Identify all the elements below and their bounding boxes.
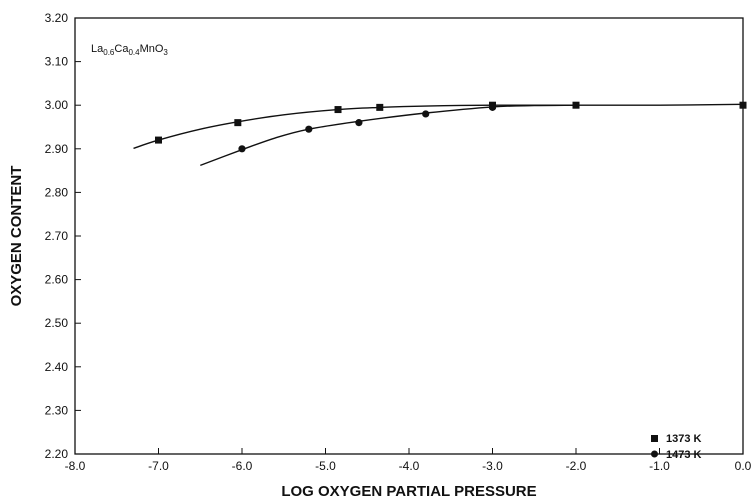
data-point-square <box>334 106 342 114</box>
legend-label-1473k: 1473 K <box>666 449 702 461</box>
x-tick-label: -8.0 <box>65 459 86 473</box>
data-point-circle <box>422 110 430 118</box>
y-tick-label: 2.70 <box>45 229 69 243</box>
series-line-0 <box>133 103 744 150</box>
y-tick-label: 3.10 <box>45 55 69 69</box>
data-point-square <box>739 101 747 109</box>
series-line-1 <box>200 104 577 167</box>
compound-annotation: La0.6Ca0.4MnO3 <box>91 43 168 57</box>
y-tick-label: 2.40 <box>45 360 69 374</box>
y-tick-label: 3.20 <box>45 11 69 25</box>
x-tick-label: -7.0 <box>148 459 169 473</box>
data-point-square <box>376 103 384 111</box>
data-point-square <box>234 119 242 127</box>
data-point-square <box>155 136 162 144</box>
x-axis-title: LOG OXYGEN PARTIAL PRESSURE <box>281 483 536 500</box>
legend: 1373 K 1473 K <box>651 433 702 461</box>
y-tick-label: 2.20 <box>45 447 69 461</box>
data-point-circle <box>488 103 497 111</box>
legend-label-1373k: 1373 K <box>666 433 702 445</box>
x-tick-label: 0.0 <box>735 459 752 473</box>
x-tick-label: -1.0 <box>649 459 670 473</box>
data-point-circle <box>305 125 313 133</box>
plot-frame <box>74 17 744 455</box>
data-point-square <box>572 101 580 109</box>
y-tick-label: 2.50 <box>45 316 69 330</box>
x-tick-label: -3.0 <box>482 459 503 473</box>
y-tick-label: 2.80 <box>45 185 69 199</box>
x-tick-label: -4.0 <box>399 459 420 473</box>
legend-square-marker <box>651 435 658 442</box>
x-tick-label: -6.0 <box>232 459 253 473</box>
y-tick-label: 2.30 <box>45 403 69 417</box>
legend-circle-marker <box>651 450 658 458</box>
x-tick-label: -5.0 <box>315 459 336 473</box>
y-tick-label: 2.60 <box>45 273 69 287</box>
y-tick-label: 3.00 <box>45 98 69 112</box>
data-point-circle <box>238 145 246 153</box>
y-tick-label: 2.90 <box>45 142 69 156</box>
data-point-circle <box>355 119 363 127</box>
y-axis-title: OXYGEN CONTENT <box>8 166 25 307</box>
x-tick-label: -2.0 <box>566 459 587 473</box>
